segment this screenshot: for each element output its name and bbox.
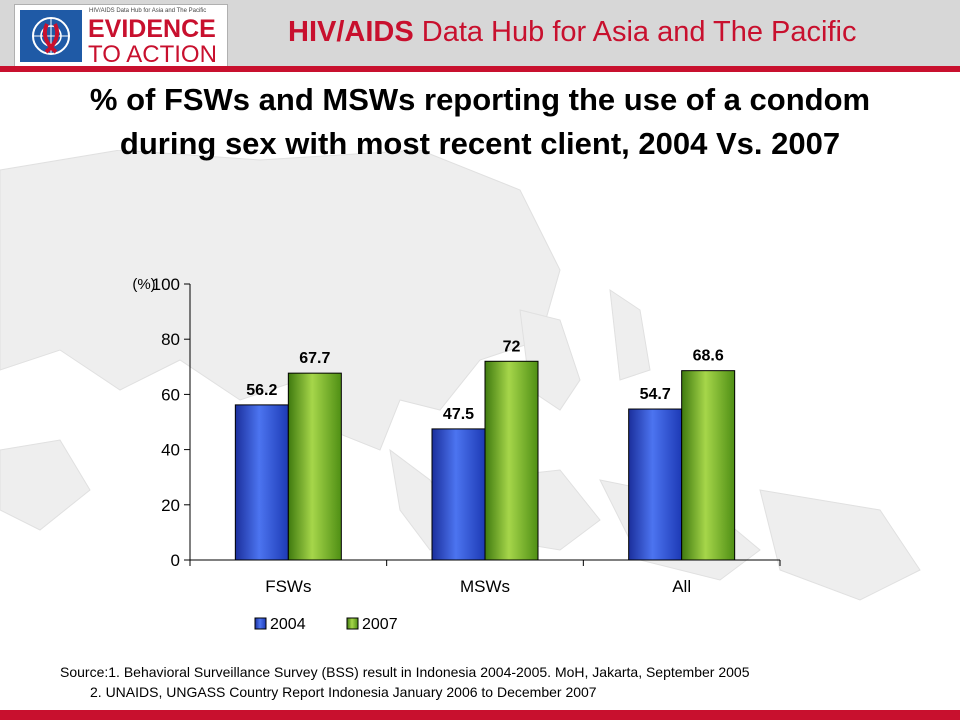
x-category-label: All bbox=[672, 577, 691, 596]
source-notes: Source:1. Behavioral Surveillance Survey… bbox=[60, 662, 750, 702]
data-label: 68.6 bbox=[693, 348, 724, 365]
bar-2007-All bbox=[681, 370, 736, 561]
data-label: 67.7 bbox=[299, 350, 330, 367]
bar-2007-FSWs bbox=[287, 372, 342, 561]
hub-title: HIV/AIDS Data Hub for Asia and The Pacif… bbox=[288, 16, 856, 49]
header-stripe bbox=[0, 66, 960, 72]
logo-small-text: HIV/AIDS Data Hub for Asia and The Pacif… bbox=[89, 8, 207, 14]
evidence-to-action-logo: HIV/AIDS Data Hub for Asia and The Pacif… bbox=[14, 4, 228, 68]
bar-chart: 0 20 40 60 80 100(%) FSWs MSWs All 56.2 67.7 47.5 7… bbox=[132, 275, 781, 633]
bar-2004-FSWs bbox=[234, 404, 289, 561]
y-tick-label: 80 bbox=[161, 330, 180, 349]
hub-title-bold: HIV/AIDS bbox=[288, 16, 414, 48]
data-label: 72 bbox=[503, 338, 521, 355]
bar-2007-MSWs bbox=[484, 360, 539, 561]
data-label: 56.2 bbox=[246, 382, 277, 399]
legend-label: 2007 bbox=[362, 616, 398, 633]
y-axis-label: (%) bbox=[132, 276, 155, 293]
x-category-label: FSWs bbox=[265, 577, 311, 596]
y-tick-label: 40 bbox=[161, 441, 180, 460]
legend-swatch-2007 bbox=[346, 617, 359, 630]
y-tick-label: 100 bbox=[152, 275, 180, 294]
bar-2004-All bbox=[628, 408, 683, 561]
source-line-2: 2. UNAIDS, UNGASS Country Report Indones… bbox=[90, 684, 597, 700]
un-emblem-icon bbox=[20, 10, 82, 62]
source-line-1: Source:1. Behavioral Surveillance Survey… bbox=[60, 664, 750, 680]
slide-title: % of FSWs and MSWs reporting the use of … bbox=[89, 82, 871, 161]
y-tick-label: 60 bbox=[161, 385, 180, 404]
x-category-label: MSWs bbox=[460, 577, 510, 596]
y-tick-label: 20 bbox=[161, 496, 180, 515]
legend-swatch-2004 bbox=[254, 617, 267, 630]
data-label: 47.5 bbox=[443, 406, 474, 423]
hub-title-rest: Data Hub for Asia and The Pacific bbox=[413, 16, 857, 48]
bar-2004-MSWs bbox=[431, 428, 486, 561]
logo-to-action-text: TO ACTION bbox=[88, 41, 217, 68]
data-label: 54.7 bbox=[640, 386, 671, 403]
legend-label: 2004 bbox=[270, 616, 306, 633]
header-bar: HIV/AIDS Data Hub for Asia and The Pacif… bbox=[0, 0, 960, 72]
logo-evidence-text: EVIDENCE bbox=[88, 15, 216, 43]
y-tick-label: 0 bbox=[171, 551, 180, 570]
footer-stripe bbox=[0, 710, 960, 720]
